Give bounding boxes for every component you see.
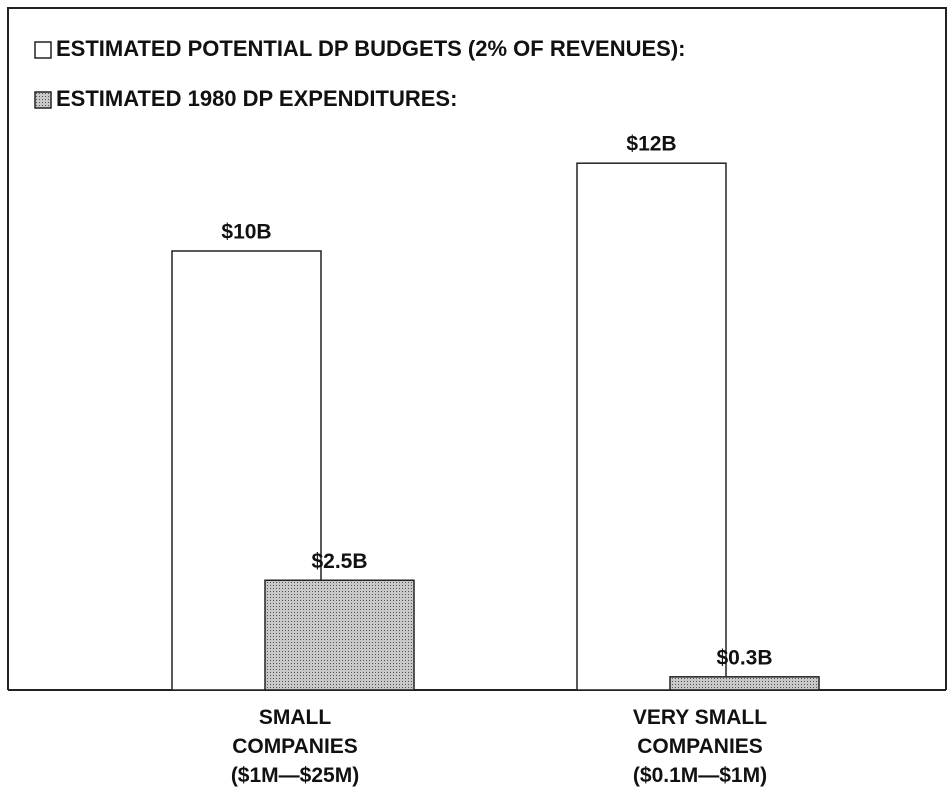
x-tick-label: VERY SMALL COMPANIES ($0.1M—$1M) [632,706,768,787]
value-label: $10B [221,221,271,244]
x-tick-label: SMALL COMPANIES ($1M—$25M) [230,706,360,787]
legend-label: ESTIMATED POTENTIAL DP BUDGETS (2% OF RE… [56,36,686,61]
value-label: $2.5B [311,550,367,573]
legend-swatch [34,91,52,109]
value-label: $0.3B [716,646,772,669]
bar [669,676,820,691]
bar [576,162,727,691]
bar [264,579,415,691]
legend-swatch [34,41,52,59]
legend-label: ESTIMATED 1980 DP EXPENDITURES: [56,86,457,111]
value-label: $12B [626,133,676,156]
frame [7,7,947,690]
